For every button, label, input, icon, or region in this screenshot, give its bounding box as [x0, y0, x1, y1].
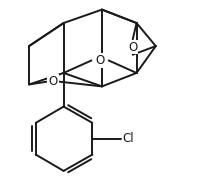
Text: O: O: [128, 41, 137, 54]
Text: O: O: [48, 75, 58, 88]
Text: Cl: Cl: [122, 132, 134, 145]
Text: O: O: [95, 54, 105, 67]
